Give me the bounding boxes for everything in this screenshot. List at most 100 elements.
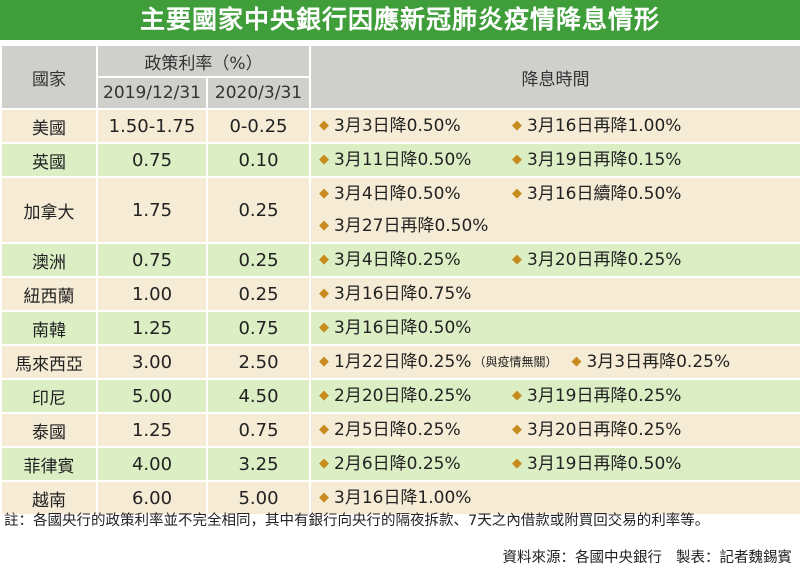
- cut-item: ◆ 3月19日再降0.25%: [512, 380, 705, 412]
- diamond-icon: ◆: [319, 286, 329, 301]
- table-row: 越南 6.00 5.00 ◆ 3月16日降1.00%: [0, 480, 800, 516]
- cut-line: ◆ 3月3日降0.50% ◆ 3月16日再降1.00%: [319, 110, 800, 142]
- cut-item: ◆ 3月3日再降0.25%: [571, 346, 764, 378]
- footnote: 註：各國央行的政策利率並不完全相同，其中有銀行向央行的隔夜拆款、7天之內借款或附…: [4, 513, 710, 529]
- cut-item: ◆ 3月16日續降0.50%: [512, 178, 705, 210]
- cut-time-cell: ◆ 2月20日降0.25% ◆ 3月19日再降0.25%: [309, 378, 800, 414]
- rate-2019-cell: 3.00: [96, 344, 208, 380]
- cut-item: ◆ 2月5日降0.25%: [319, 414, 512, 446]
- cut-item-text: 3月4日降0.50%: [334, 184, 461, 204]
- rate-2020-cell: 0.10: [206, 142, 311, 178]
- page-title: 主要國家中央銀行因應新冠肺炎疫情降息情形: [0, 0, 800, 40]
- rate-2019-cell: 1.75: [96, 176, 208, 244]
- cut-item-text: 3月3日再降0.25%: [586, 352, 731, 372]
- cut-item-text: 3月16日再降1.00%: [527, 116, 682, 136]
- cut-item-text: 3月19日再降0.50%: [527, 454, 682, 474]
- cut-line: ◆ 3月11日降0.50% ◆ 3月19日再降0.15%: [319, 144, 800, 176]
- table-row: 英國 0.75 0.10 ◆ 3月11日降0.50% ◆ 3月19日再降0.15%: [0, 142, 800, 178]
- country-cell: 越南: [0, 480, 98, 516]
- header-policy-rate: 政策利率（%）: [96, 44, 311, 78]
- table-row: 馬來西亞 3.00 2.50 ◆ 1月22日降0.25% （與疫情無關） ◆ 3月3日再降0.…: [0, 344, 800, 380]
- cut-item: ◆ 3月3日降0.50%: [319, 110, 512, 142]
- country-cell: 紐西蘭: [0, 276, 98, 312]
- diamond-icon: ◆: [319, 152, 329, 167]
- cut-time-cell: ◆ 3月16日降1.00%: [309, 480, 800, 516]
- cut-line: ◆ 3月4日降0.50% ◆ 3月16日續降0.50%: [319, 178, 800, 210]
- diamond-icon: ◆: [512, 152, 522, 167]
- cut-line: ◆ 3月16日降1.00%: [319, 482, 800, 514]
- diamond-icon: ◆: [319, 218, 329, 233]
- country-cell: 美國: [0, 108, 98, 144]
- cut-line: ◆ 1月22日降0.25% （與疫情無關） ◆ 3月3日再降0.25%: [319, 346, 800, 378]
- country-cell: 南韓: [0, 310, 98, 346]
- diamond-icon: ◆: [319, 118, 329, 133]
- header-cut-time: 降息時間: [309, 44, 800, 110]
- diamond-icon: ◆: [512, 422, 522, 437]
- table-row: 泰國 1.25 0.75 ◆ 2月5日降0.25% ◆ 3月20日再降0.25%: [0, 412, 800, 448]
- rate-2020-cell: 4.50: [206, 378, 311, 414]
- rate-2020-cell: 3.25: [206, 446, 311, 482]
- diamond-icon: ◆: [319, 354, 329, 369]
- header-date-2019: 2019/12/31: [96, 76, 208, 110]
- table-row: 加拿大 1.75 0.25 ◆ 3月4日降0.50% ◆ 3月16日續降0.50% ◆ 3月27…: [0, 176, 800, 244]
- header-date-2020: 2020/3/31: [206, 76, 311, 110]
- source-text: 資料來源：各國中央銀行: [502, 550, 663, 566]
- rate-cut-table: 國家 政策利率（%） 降息時間 2019/12/31 2020/3/31 美國 1…: [0, 44, 800, 516]
- cut-item: ◆ 3月20日再降0.25%: [512, 414, 705, 446]
- rate-2019-cell: 5.00: [96, 378, 208, 414]
- header-country: 國家: [0, 44, 98, 110]
- cut-item: ◆ 3月4日降0.50%: [319, 178, 512, 210]
- rate-2019-cell: 0.75: [96, 242, 208, 278]
- cut-line: ◆ 2月6日降0.25% ◆ 3月19日再降0.50%: [319, 448, 800, 480]
- cut-item: ◆ 3月20日再降0.25%: [512, 244, 705, 276]
- cut-item: ◆ 3月27日再降0.50%: [319, 210, 512, 242]
- country-cell: 馬來西亞: [0, 344, 98, 380]
- cut-line: ◆ 3月16日降0.50%: [319, 312, 800, 344]
- cut-item-text: 3月20日再降0.25%: [527, 420, 682, 440]
- diamond-icon: ◆: [319, 422, 329, 437]
- cut-time-cell: ◆ 3月16日降0.75%: [309, 276, 800, 312]
- cut-line: ◆ 3月4日降0.25% ◆ 3月20日再降0.25%: [319, 244, 800, 276]
- cut-note: （與疫情無關）: [473, 355, 558, 369]
- cut-item-text: 3月20日再降0.25%: [527, 250, 682, 270]
- credit-text: 製表：記者魏錫賓: [676, 550, 792, 566]
- cut-time-cell: ◆ 2月5日降0.25% ◆ 3月20日再降0.25%: [309, 412, 800, 448]
- diamond-icon: ◆: [512, 388, 522, 403]
- table-row: 紐西蘭 1.00 0.25 ◆ 3月16日降0.75%: [0, 276, 800, 312]
- diamond-icon: ◆: [512, 186, 522, 201]
- table-row: 美國 1.50-1.75 0-0.25 ◆ 3月3日降0.50% ◆ 3月16日再降1.00…: [0, 108, 800, 144]
- diamond-icon: ◆: [512, 252, 522, 267]
- rate-2019-cell: 1.00: [96, 276, 208, 312]
- cut-item-text: 3月19日再降0.25%: [527, 386, 682, 406]
- rate-2020-cell: 0.75: [206, 412, 311, 448]
- diamond-icon: ◆: [319, 252, 329, 267]
- cut-item-text: 2月5日降0.25%: [334, 420, 461, 440]
- cut-item: ◆ 3月4日降0.25%: [319, 244, 512, 276]
- cut-time-cell: ◆ 1月22日降0.25% （與疫情無關） ◆ 3月3日再降0.25%: [309, 344, 800, 380]
- rate-2019-cell: 1.50-1.75: [96, 108, 208, 144]
- cut-item-text: 3月16日續降0.50%: [527, 184, 682, 204]
- cut-line: ◆ 2月20日降0.25% ◆ 3月19日再降0.25%: [319, 380, 800, 412]
- cut-item: ◆ 3月16日再降1.00%: [512, 110, 705, 142]
- table-row: 南韓 1.25 0.75 ◆ 3月16日降0.50%: [0, 310, 800, 346]
- cut-time-cell: ◆ 3月4日降0.50% ◆ 3月16日續降0.50% ◆ 3月27日再降0.50%: [309, 176, 800, 244]
- diamond-icon: ◆: [319, 456, 329, 471]
- table-row: 澳洲 0.75 0.25 ◆ 3月4日降0.25% ◆ 3月20日再降0.25%: [0, 242, 800, 278]
- cut-item: ◆ 3月16日降1.00%: [319, 482, 512, 514]
- diamond-icon: ◆: [512, 118, 522, 133]
- diamond-icon: ◆: [571, 354, 582, 369]
- rate-2020-cell: 0.25: [206, 176, 311, 244]
- cut-item: ◆ 3月11日降0.50%: [319, 144, 512, 176]
- cut-item-text: 2月6日降0.25%: [334, 454, 461, 474]
- country-cell: 菲律賓: [0, 446, 98, 482]
- cut-line: ◆ 3月27日再降0.50%: [319, 210, 800, 242]
- cut-item-text: 2月20日降0.25%: [334, 386, 472, 406]
- cut-item: ◆ 2月20日降0.25%: [319, 380, 512, 412]
- cut-item-text: 3月16日降1.00%: [334, 488, 472, 508]
- cut-time-cell: ◆ 3月4日降0.25% ◆ 3月20日再降0.25%: [309, 242, 800, 278]
- rate-2019-cell: 4.00: [96, 446, 208, 482]
- cut-item-text: 3月16日降0.50%: [334, 318, 472, 338]
- cut-item-text: 1月22日降0.25%: [334, 352, 472, 372]
- cut-item: ◆ 1月22日降0.25% （與疫情無關）: [319, 346, 557, 378]
- rate-2020-cell: 0.25: [206, 276, 311, 312]
